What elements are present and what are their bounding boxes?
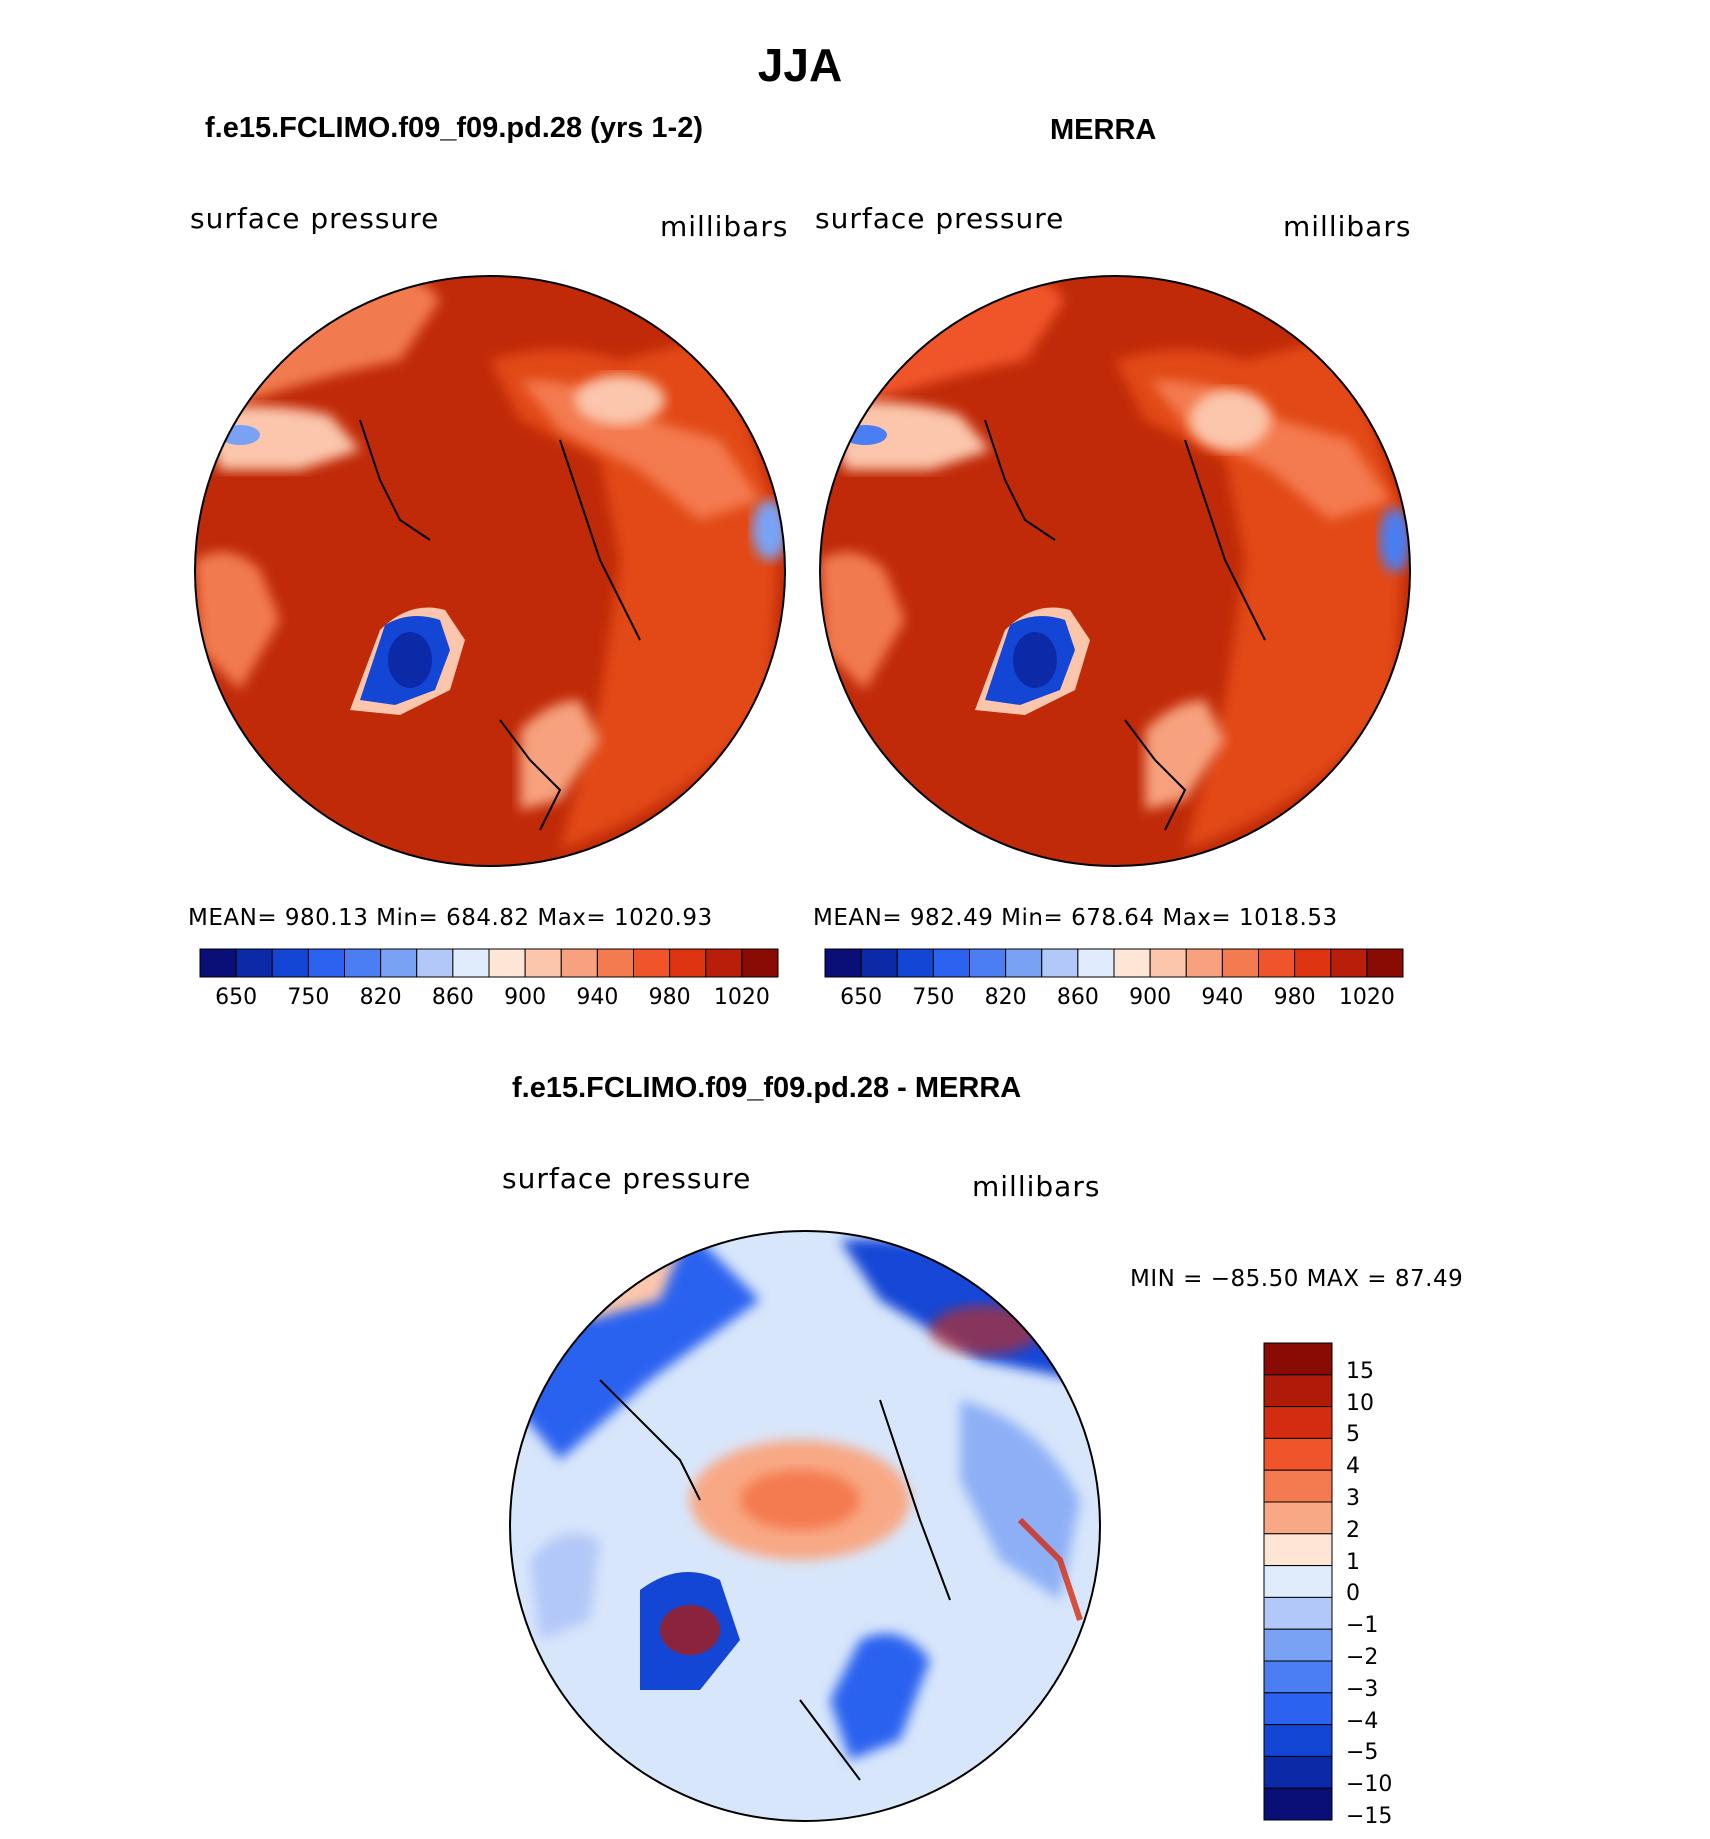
colorbar-swatch [1149, 948, 1187, 978]
colorbar-tick-label: 860 [1056, 985, 1099, 1010]
colorbar-swatch [452, 948, 490, 978]
colorbar-merra [824, 948, 1404, 978]
colorbar-swatch [705, 948, 743, 978]
colorbar-tick-label: 980 [1273, 985, 1316, 1010]
map-difference [510, 1231, 1100, 1821]
colorbar-swatch [235, 948, 273, 978]
colorbar-swatch [1005, 948, 1043, 978]
colorbar-swatch [860, 948, 898, 978]
colorbar-tick-label: 820 [359, 985, 402, 1010]
colorbar-tick-label: 3 [1346, 1486, 1360, 1511]
colorbar-swatch [1263, 1755, 1333, 1789]
colorbar-swatch [1041, 948, 1079, 978]
colorbar-tick-label: 4 [1346, 1454, 1360, 1480]
colorbar-swatch [199, 948, 237, 978]
map-merra [820, 276, 1410, 866]
colorbar-swatch [307, 948, 345, 978]
colorbar-tick-label: 940 [576, 985, 619, 1010]
diff-panel-units: millibars [972, 1170, 1101, 1203]
colorbar-tick-label: 10 [1346, 1390, 1374, 1416]
colorbar-swatch [969, 948, 1007, 978]
colorbar-swatch [1263, 1469, 1333, 1503]
diff-panel-title: f.e15.FCLIMO.f09_f09.pd.28 - MERRA [512, 1072, 1022, 1104]
colorbar-swatch [416, 948, 454, 978]
colorbar-tick-label: 1020 [713, 985, 770, 1010]
colorbar-swatch [1263, 1406, 1333, 1439]
colorbar-swatch [669, 948, 707, 978]
colorbar-swatch [1263, 1501, 1333, 1535]
colorbar-tick-label: 900 [1129, 985, 1172, 1010]
colorbar-tick-label: 900 [504, 985, 547, 1010]
panel-1-title: f.e15.FCLIMO.f09_f09.pd.28 (yrs 1-2) [205, 112, 703, 144]
colorbar-swatch [1263, 1724, 1333, 1757]
colorbar-tick-label: −10 [1346, 1772, 1393, 1798]
colorbar-swatch [1185, 948, 1223, 978]
colorbar-swatch [1258, 948, 1296, 978]
colorbar-swatch [344, 948, 382, 978]
colorbar-tick-label: 820 [984, 985, 1027, 1010]
colorbar-swatch [1294, 948, 1332, 978]
colorbar-tick-label: 1020 [1338, 985, 1395, 1010]
colorbar-swatch [596, 948, 634, 978]
colorbar-tick-label: 5 [1346, 1422, 1360, 1448]
colorbar-swatch [1366, 948, 1404, 978]
colorbar-tick-label: 650 [840, 985, 883, 1010]
colorbar-swatch [633, 948, 671, 978]
colorbar-tick-label: 2 [1346, 1517, 1360, 1543]
colorbar-tick-label: 750 [287, 985, 330, 1010]
colorbar-swatch [488, 948, 526, 978]
colorbar-swatch [1077, 948, 1115, 978]
diff-panel-minmax: MIN = −85.50 MAX = 87.49 [1130, 1266, 1464, 1292]
colorbar-swatch [1263, 1533, 1333, 1567]
colorbar-tick-label: −2 [1346, 1645, 1379, 1670]
colorbar-tick-label: 650 [215, 985, 258, 1010]
colorbar-swatch [1263, 1437, 1333, 1471]
panel-1-units: millibars [660, 210, 789, 243]
colorbar-tick-label: 1 [1346, 1549, 1360, 1575]
panel-2-variable: surface pressure [815, 202, 1065, 235]
colorbar-tick-label: −15 [1346, 1804, 1393, 1829]
colorbar-swatch [524, 948, 562, 978]
page-title: JJA [757, 39, 843, 91]
diff-panel-variable: surface pressure [502, 1162, 752, 1195]
colorbar-swatch [1263, 1565, 1333, 1598]
colorbar-swatch [1263, 1596, 1333, 1630]
colorbar-tick-label: −5 [1346, 1740, 1379, 1766]
map-model [195, 276, 785, 866]
colorbar-swatch [1221, 948, 1259, 978]
colorbar-tick-label: 860 [431, 985, 474, 1010]
colorbar-swatch [1263, 1374, 1333, 1408]
colorbar-swatch [1330, 948, 1368, 978]
colorbar-swatch [1263, 1628, 1333, 1662]
colorbar-swatch [932, 948, 970, 978]
colorbar-swatch [896, 948, 934, 978]
colorbar-tick-label: −1 [1346, 1613, 1379, 1639]
panel-2-units: millibars [1283, 210, 1412, 243]
colorbar-tick-label: 15 [1346, 1358, 1374, 1384]
colorbar-swatch [741, 948, 779, 978]
colorbar-swatch [1263, 1787, 1333, 1821]
colorbar-swatch [1263, 1692, 1333, 1726]
colorbar-swatch [380, 948, 418, 978]
colorbar-tick-label: 980 [648, 985, 691, 1010]
panel-1-stats: MEAN= 980.13 Min= 684.82 Max= 1020.93 [188, 905, 713, 931]
colorbar-swatch [560, 948, 598, 978]
panel-2-title: MERRA [1050, 114, 1157, 146]
colorbar-swatch [271, 948, 309, 978]
colorbar-swatch [1263, 1660, 1333, 1694]
panel-1-variable: surface pressure [190, 202, 440, 235]
colorbar-tick-label: 0 [1346, 1581, 1360, 1607]
colorbar-model [199, 948, 779, 978]
colorbar-tick-label: −3 [1346, 1676, 1379, 1702]
colorbar-tick-label: 750 [912, 985, 955, 1010]
colorbar-tick-label: 940 [1201, 985, 1244, 1010]
colorbar-swatch [1113, 948, 1151, 978]
colorbar-swatch [1263, 1342, 1333, 1376]
panel-2-stats: MEAN= 982.49 Min= 678.64 Max= 1018.53 [813, 905, 1338, 931]
colorbar-tick-label: −4 [1346, 1708, 1379, 1734]
colorbar-difference [1263, 1342, 1333, 1821]
colorbar-swatch [824, 948, 862, 978]
